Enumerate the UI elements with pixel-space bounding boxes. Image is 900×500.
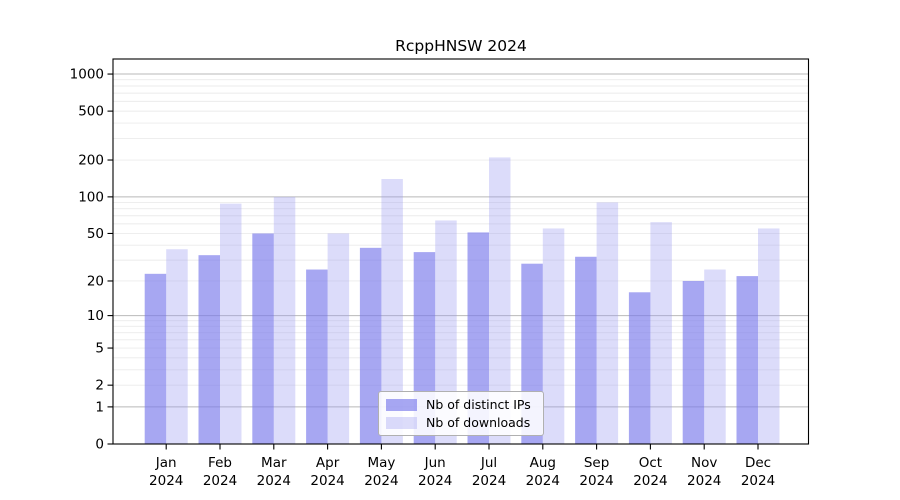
x-tick-label-Sep: Sep: [584, 455, 609, 471]
x-tick-year-Dec: 2024: [741, 473, 775, 489]
x-tick-year-Oct: 2024: [633, 473, 667, 489]
bar-ips-Sep: [575, 256, 597, 444]
bar-downloads-Feb: [220, 203, 242, 444]
x-tick-label-May: May: [367, 455, 395, 471]
plot-frame: [112, 58, 810, 445]
y-tick-label-20: 20: [87, 273, 104, 289]
y-tick-label-500: 500: [78, 104, 104, 120]
y-tick-label-1: 1: [95, 399, 104, 415]
x-tick-year-Sep: 2024: [579, 473, 613, 489]
x-tick-year-Mar: 2024: [257, 473, 291, 489]
y-tick-label-5: 5: [95, 341, 104, 357]
x-tick-year-Jul: 2024: [472, 473, 506, 489]
y-tick-label-100: 100: [78, 189, 104, 205]
legend-item-downloads: Nb of downloads: [386, 416, 535, 429]
y-tick-label-200: 200: [78, 153, 104, 169]
x-tick-label-Oct: Oct: [639, 455, 662, 471]
x-tick-year-Aug: 2024: [526, 473, 560, 489]
x-tick-label-Jul: Jul: [480, 455, 497, 471]
x-tick-year-Nov: 2024: [687, 473, 721, 489]
x-tick-label-Aug: Aug: [530, 455, 556, 471]
x-tick-label-Jan: Jan: [155, 455, 177, 471]
x-tick-year-Feb: 2024: [203, 473, 237, 489]
bar-downloads-Jan: [166, 249, 188, 444]
x-tick-label-Feb: Feb: [208, 455, 232, 471]
y-tick-label-50: 50: [87, 226, 104, 242]
bar-ips-Dec: [736, 276, 758, 444]
bar-ips-Apr: [306, 269, 328, 444]
y-tick-label-2: 2: [95, 378, 104, 394]
chart-title: RcppHNSW 2024: [395, 37, 527, 55]
bar-downloads-Mar: [273, 196, 296, 444]
x-tick-year-May: 2024: [364, 473, 398, 489]
legend-label-downloads: Nb of downloads: [426, 415, 531, 430]
x-tick-year-Jan: 2024: [149, 473, 183, 489]
y-axis: 0 1 2 5 10 20 50 100 200 500 1000: [70, 67, 113, 453]
legend-item-distinct-ips: Nb of distinct IPs: [386, 398, 535, 411]
x-tick-label-Jun: Jun: [424, 455, 446, 471]
bar-downloads-Aug: [542, 228, 565, 444]
x-tick-year-Jun: 2024: [418, 473, 452, 489]
legend-label-distinct-ips: Nb of distinct IPs: [426, 397, 531, 412]
bar-downloads-May: [381, 179, 403, 444]
bar-ips-Oct: [628, 292, 651, 444]
legend-swatch-distinct-ips: [386, 398, 417, 411]
x-tick-label-Nov: Nov: [691, 455, 717, 471]
x-axis: Jan 2024 Feb 2024 Mar 2024 Apr 2024 May 2024 Jun 20…: [149, 444, 775, 489]
bar-downloads-Sep: [596, 202, 619, 444]
bar-downloads-Nov: [704, 269, 726, 444]
y-tick-label-10: 10: [87, 308, 104, 324]
bar-downloads-Jul: [489, 157, 511, 444]
gridlines: [113, 73, 809, 408]
legend-swatch-downloads: [386, 416, 417, 429]
bar-downloads-Jun: [435, 220, 457, 444]
bar-ips-Jan: [144, 273, 167, 444]
bar-downloads-Oct: [650, 222, 672, 444]
y-tick-label-1000: 1000: [70, 67, 104, 83]
x-tick-label-Apr: Apr: [316, 455, 340, 471]
bar-ips-Feb: [198, 255, 220, 444]
x-tick-label-Dec: Dec: [745, 455, 771, 471]
bar-ips-May: [359, 247, 382, 444]
y-tick-label-0: 0: [95, 437, 104, 453]
bar-downloads-Apr: [327, 233, 350, 444]
x-tick-year-Apr: 2024: [310, 473, 344, 489]
bar-ips-Nov: [682, 280, 705, 444]
legend: Nb of distinct IPs Nb of downloads: [378, 391, 544, 436]
bar-ips-Mar: [252, 233, 274, 444]
x-tick-label-Mar: Mar: [261, 455, 287, 471]
bar-downloads-Dec: [758, 228, 780, 444]
